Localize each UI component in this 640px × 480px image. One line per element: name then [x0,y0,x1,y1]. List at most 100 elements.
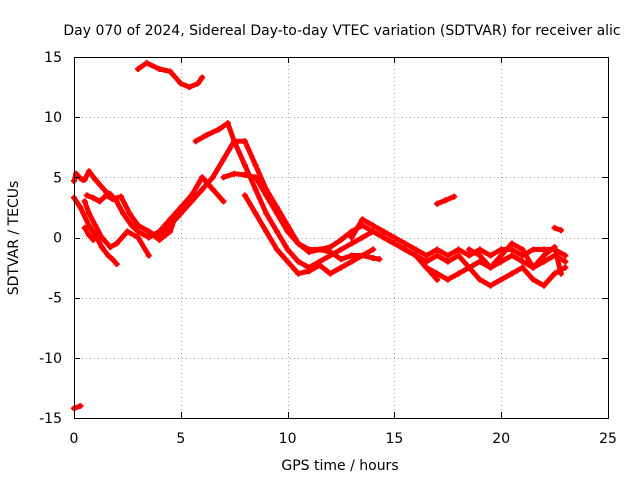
data-point [156,66,163,73]
data-point [530,276,537,283]
data-point [85,222,92,229]
data-point [551,224,558,231]
y-axis-label: SDTVAR / TECUs [6,181,22,296]
data-point [77,204,84,211]
data-point [209,174,216,181]
data-point [558,270,565,277]
data-point [81,198,88,205]
data-point [263,210,270,217]
data-point [434,200,441,207]
data-point [476,246,483,253]
data-point [273,210,280,217]
data-point [391,234,398,241]
y-tick-label: -10 [39,351,62,367]
data-point [444,258,451,265]
data-point [466,252,473,259]
data-point [220,198,227,205]
axis-ticks [74,57,609,419]
data-point [186,84,193,91]
data-point [487,252,494,259]
data-point [423,252,430,259]
data-point [551,244,558,251]
data-point [423,258,430,265]
data-point [220,156,227,163]
data-point [305,268,312,275]
data-point [412,246,419,253]
data-point [85,210,92,217]
data-point [359,216,366,223]
data-point [135,234,142,241]
data-point [476,276,483,283]
data-point [434,276,441,283]
data-point [284,258,291,265]
data-point [558,227,565,234]
data-point [348,258,355,265]
data-point [231,138,238,145]
data-point [209,186,216,193]
data-point [81,176,88,183]
data-point [96,198,103,205]
data-point [109,256,116,263]
data-point [455,246,462,253]
data-point [316,246,323,253]
chart-title: Day 070 of 2024, Sidereal Day-to-day VTE… [63,23,620,39]
data-point [98,234,105,241]
data-point [103,192,110,199]
data-point [92,232,99,239]
data-point [224,120,231,127]
y-tick-labels: -15 -10 -5 0 5 10 15 [39,50,62,427]
data-point [252,162,259,169]
x-tick-label: 20 [492,431,510,447]
data-point [451,193,458,200]
data-point [508,270,515,277]
data-point [338,246,344,253]
data-point [348,240,355,247]
data-point [113,260,120,267]
data-point [231,170,238,177]
y-tick-label: -15 [39,411,62,427]
data-point [423,264,430,271]
x-tick-label: 10 [279,431,297,447]
data-point [305,246,312,253]
data-point [105,252,112,259]
data-point [113,240,120,247]
data-point [203,132,210,139]
data-point [412,252,419,259]
data-point [562,258,569,265]
data-point [83,192,90,199]
data-point [135,222,142,229]
data-point [241,192,248,199]
data-point [508,252,515,259]
data-point [370,254,377,261]
data-point [109,195,116,202]
data-point [562,264,569,271]
data-point [145,228,152,235]
data-point [455,252,462,259]
data-point [177,80,184,87]
data-point [128,222,135,229]
data-point [167,222,174,229]
data-point [498,258,505,265]
data-point [98,183,105,190]
x-tick-labels: 0 5 10 15 20 25 [70,431,617,447]
data-point [370,228,377,235]
data-point [455,270,462,277]
data-point [540,282,547,289]
data-point [498,252,505,259]
data-point [85,168,92,175]
data-point [498,276,505,283]
data-point [359,234,366,241]
x-tick-label: 15 [385,431,403,447]
data-point [177,210,184,217]
data-point [220,174,227,181]
data-point [167,68,174,75]
data-point [241,171,248,178]
data-point [143,60,150,67]
data-point [135,66,142,73]
data-point [338,256,344,263]
data-point [295,270,302,277]
x-axis-label: GPS time / hours [281,458,398,474]
x-tick-label: 5 [176,431,185,447]
data-point [90,236,97,243]
data-point [135,228,142,235]
